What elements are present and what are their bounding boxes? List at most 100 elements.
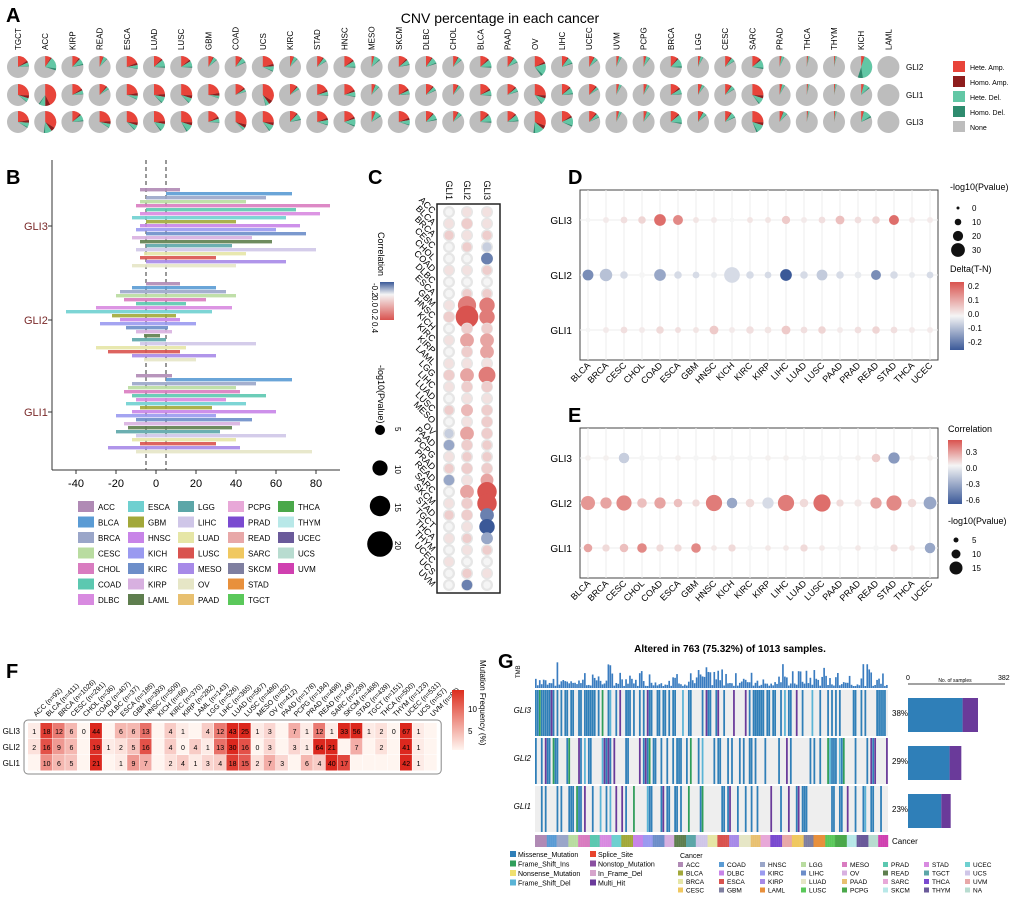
b-bar	[136, 418, 252, 422]
pie-slice-hete-amp	[99, 56, 104, 67]
g-mutation-cell	[862, 786, 865, 832]
g-tmb-bar	[631, 678, 633, 688]
g-tmb-bar	[621, 679, 623, 688]
pie-slice-hete-amp	[45, 111, 57, 128]
bubble	[705, 494, 723, 512]
pie-slice-homo-del	[235, 122, 244, 131]
f-cell	[238, 755, 251, 771]
c-bubble	[462, 417, 472, 427]
g-tmb-bar	[827, 685, 829, 688]
g-tmb-bar	[638, 673, 641, 688]
g-cancer-track-cell	[772, 835, 775, 847]
f-cell-value: 43	[229, 729, 237, 736]
bubble	[639, 327, 645, 333]
g-mutation-cell	[854, 690, 857, 736]
pie-slice-none	[877, 111, 900, 133]
pie-slice-hete-del	[99, 86, 109, 95]
bubble	[600, 497, 612, 509]
b-bar	[136, 248, 316, 252]
pie-slice-hete-del	[752, 95, 763, 104]
d-color-tick: -0.2	[968, 338, 982, 347]
b-bar	[146, 260, 286, 264]
c-bubble	[462, 288, 472, 299]
bubble	[836, 271, 844, 279]
f-cell-value: 1	[305, 729, 309, 736]
pie-slice-homo-amp	[589, 86, 597, 95]
pie-slice-homo-amp	[208, 93, 220, 96]
f-cell-value: 2	[119, 745, 123, 752]
g-side-bar	[908, 794, 942, 828]
f-cell-value: 2	[169, 761, 173, 768]
pie-slice-homo-amp	[45, 95, 51, 106]
g-cancer-track-cell	[819, 835, 822, 847]
bubble-x-label: READ	[856, 578, 881, 603]
pie-slice-homo-del	[154, 95, 163, 104]
pie-slice-hete-del	[426, 58, 437, 67]
g-cancer-track-cell	[587, 835, 591, 847]
pie-slice-hete-del	[616, 56, 622, 67]
pie-slice-homo-del	[99, 88, 109, 95]
g-cancer-track-cell	[682, 835, 685, 847]
f-cell	[102, 739, 115, 755]
f-legend-tick: 5	[468, 727, 473, 736]
bubble	[909, 545, 915, 551]
c-bubble	[444, 219, 454, 229]
c-bubble	[481, 252, 493, 265]
b-bar	[140, 200, 246, 204]
f-cell	[263, 723, 276, 739]
bubble	[872, 326, 880, 334]
g-cancer-track-cell	[738, 835, 742, 847]
g-mutation-cell	[627, 738, 629, 784]
pie-slice-homo-del	[480, 121, 492, 123]
g-mut-legend-swatch	[590, 879, 596, 886]
f-cell	[40, 723, 53, 739]
g-cancer-track-cell	[752, 835, 755, 847]
bubble	[836, 499, 844, 507]
f-cell-value: 1	[367, 729, 371, 736]
pie-slice-hete-del	[752, 59, 764, 68]
g-mutation-cell	[768, 690, 771, 736]
c-bubble	[444, 335, 454, 345]
bubble	[835, 215, 845, 225]
g-tmb-bar	[572, 682, 574, 688]
pie-slice-homo-del	[344, 122, 355, 127]
pie-slice-homo-del	[344, 95, 356, 98]
f-cell	[375, 723, 388, 739]
c-bubble	[462, 242, 472, 252]
g-mutation-cell	[744, 786, 747, 832]
pie-slice-homo-del	[589, 88, 599, 95]
g-mutation-cell	[591, 690, 594, 736]
pie-slice-hete-amp	[181, 84, 193, 96]
g-tmb-bar	[589, 685, 592, 688]
g-cancer-legend-swatch	[883, 862, 888, 867]
pie-slice-hete-amp	[861, 56, 865, 67]
pie-slice-homo-del	[126, 67, 138, 70]
pie-slice-homo-del	[208, 59, 217, 67]
pie-slice-hete-del	[861, 84, 869, 95]
g-cancer-track-cell	[823, 835, 826, 847]
g-tmb-bar	[558, 684, 561, 688]
pie-slice-hete-amp	[643, 56, 646, 67]
bubble	[765, 545, 771, 551]
pie-slice-hete-del	[371, 84, 379, 95]
pie-slice-homo-del	[426, 89, 436, 95]
c-bubble	[445, 348, 453, 356]
b-gene-label: GLI1	[24, 407, 48, 419]
c-bubble	[482, 230, 492, 240]
f-cell	[90, 723, 102, 739]
bubble-x-label: READ	[856, 360, 881, 385]
g-tmb-bar	[750, 672, 753, 688]
g-side-bar	[908, 698, 963, 732]
pie-slice-homo-amp	[262, 122, 274, 126]
f-cell	[189, 739, 202, 755]
g-tmb-bar	[740, 681, 743, 688]
g-cancer-legend-swatch	[719, 870, 724, 876]
g-mutation-cell	[585, 690, 588, 736]
g-mutation-cell	[591, 786, 594, 832]
pie-slice-hete-amp	[752, 56, 760, 67]
g-mutation-cell	[744, 690, 747, 736]
pie-slice-hete-amp	[371, 56, 374, 67]
pie-slice-homo-amp	[670, 58, 679, 67]
g-cancer-track-cell	[633, 835, 636, 847]
g-cancer-track-cell	[784, 835, 787, 847]
